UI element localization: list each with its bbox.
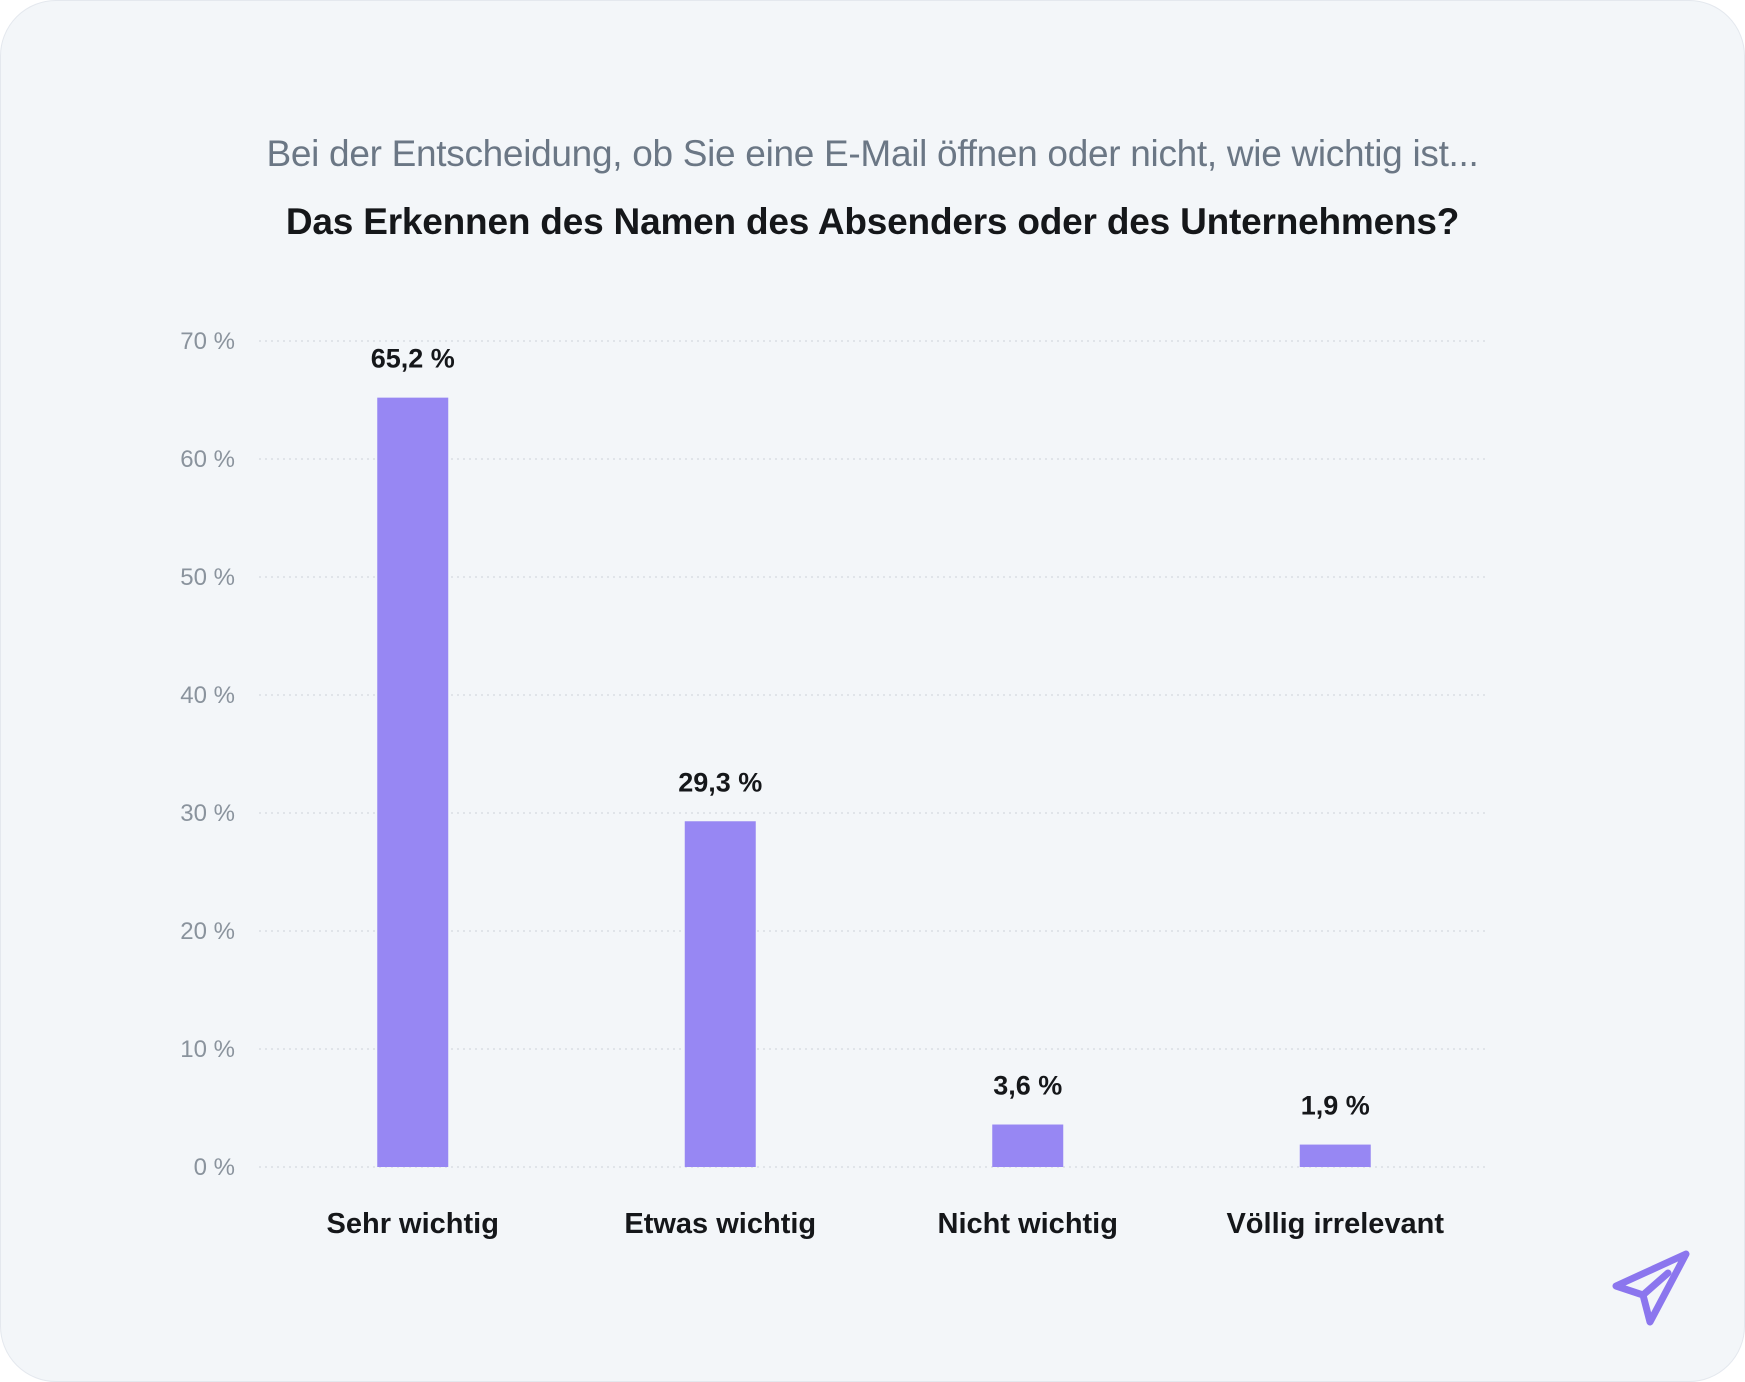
y-tick-label: 10 % [180, 1036, 235, 1063]
y-tick-label: 40 % [180, 682, 235, 709]
y-tick-label: 70 % [180, 328, 235, 355]
chart-subtitle: Bei der Entscheidung, ob Sie eine E-Mail… [266, 133, 1479, 174]
bar-value-label: 1,9 % [1301, 1091, 1370, 1121]
bar [1299, 1144, 1371, 1167]
x-category-label: Sehr wichtig [327, 1208, 499, 1240]
bar [377, 397, 449, 1167]
bar [992, 1124, 1064, 1167]
chart-title: Das Erkennen des Namen des Absenders ode… [285, 201, 1460, 242]
x-category-label: Etwas wichtig [624, 1208, 816, 1240]
x-category-label: Völlig irrelevant [1226, 1208, 1444, 1240]
y-tick-label: 50 % [180, 564, 235, 591]
y-tick-label: 30 % [180, 800, 235, 827]
y-tick-label: 0 % [194, 1154, 235, 1181]
y-tick-label: 20 % [180, 918, 235, 945]
bar-value-label: 29,3 % [678, 767, 762, 797]
bar [684, 821, 756, 1167]
y-tick-label: 60 % [180, 446, 235, 473]
paper-plane-icon [1612, 1250, 1690, 1326]
bar-value-label: 3,6 % [993, 1071, 1062, 1101]
x-category-label: Nicht wichtig [938, 1208, 1118, 1240]
bar-value-label: 65,2 % [371, 344, 455, 374]
